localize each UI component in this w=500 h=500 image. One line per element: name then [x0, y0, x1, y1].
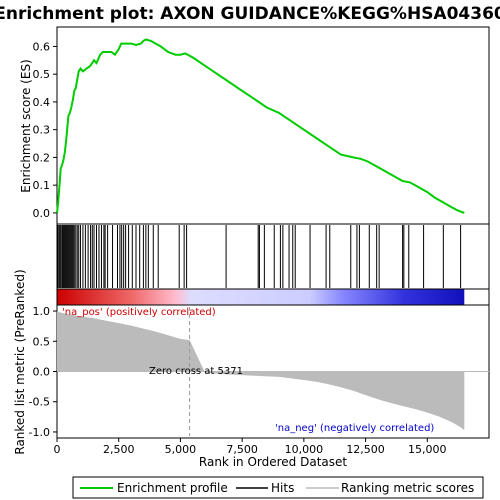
- x-tick-label: 12,500: [346, 443, 385, 456]
- metric-panel: 1.0 0.5 0.0 -0.5 -1.0 0 2,500 5,000 7,500 10,000…: [29, 304, 490, 456]
- es-y-axis: 0.0 0.1 0.2 0.3 0.4 0.5 0.6: [33, 40, 57, 220]
- metric-y-axis-label: Ranked list metric (PreRanked): [13, 269, 27, 454]
- legend: Enrichment profile Hits Ranking metric s…: [72, 476, 484, 499]
- es-y-tick-label: 0.3: [33, 124, 51, 137]
- x-tick-label: 7,500: [226, 443, 258, 456]
- legend-enrichment-label: Enrichment profile: [117, 481, 228, 495]
- es-y-axis-label: Enrichment score (ES): [19, 59, 33, 192]
- zero-cross-label: Zero cross at 5371: [149, 366, 243, 377]
- es-y-tick-label: 0.2: [33, 151, 51, 164]
- legend-hits-label: Hits: [271, 481, 294, 495]
- metric-y-tick-label: 0.5: [33, 335, 51, 348]
- es-panel: 0.0 0.1 0.2 0.3 0.4 0.5 0.6: [33, 26, 490, 225]
- x-tick-label: 10,000: [285, 443, 324, 456]
- rank-colorbar-panel: [56, 288, 490, 306]
- x-tick-label: 0: [54, 443, 61, 456]
- es-y-tick-label: 0.4: [33, 96, 51, 109]
- metric-y-tick-label: -1.0: [29, 426, 50, 439]
- legend-frame: [72, 476, 484, 499]
- metric-y-tick-label: 1.0: [33, 305, 51, 318]
- metric-x-axis: 0 2,500 5,000 7,500 10,000 12,500 15,000: [54, 438, 447, 456]
- es-y-tick-label: 0.6: [33, 40, 51, 53]
- pos-correlated-label: 'na_pos' (positively correlated): [62, 307, 216, 318]
- legend-metric-label: Ranking metric scores: [341, 481, 474, 495]
- hit-marks: [57, 225, 462, 288]
- rank-colorbar: [57, 289, 465, 305]
- x-tick-label: 5,000: [165, 443, 197, 456]
- x-tick-label: 2,500: [103, 443, 135, 456]
- chart-title: Enrichment plot: AXON GUIDANCE%KEGG%HSA0…: [0, 4, 500, 24]
- x-axis-label: Rank in Ordered Dataset: [199, 455, 347, 469]
- es-panel-frame: [56, 26, 490, 225]
- metric-y-tick-label: 0.0: [33, 366, 51, 379]
- neg-correlated-label: 'na_neg' (negatively correlated): [275, 423, 434, 434]
- es-y-tick-label: 0.5: [33, 68, 51, 81]
- metric-y-tick-label: -0.5: [29, 396, 50, 409]
- metric-y-axis: 1.0 0.5 0.0 -0.5 -1.0: [29, 305, 57, 439]
- hits-panel: [56, 223, 490, 290]
- es-y-tick-label: 0.0: [33, 207, 51, 220]
- ranking-metric-area: [57, 311, 465, 431]
- enrichment-profile-line: [56, 38, 465, 214]
- x-tick-label: 15,000: [408, 443, 447, 456]
- es-y-tick-label: 0.1: [33, 179, 51, 192]
